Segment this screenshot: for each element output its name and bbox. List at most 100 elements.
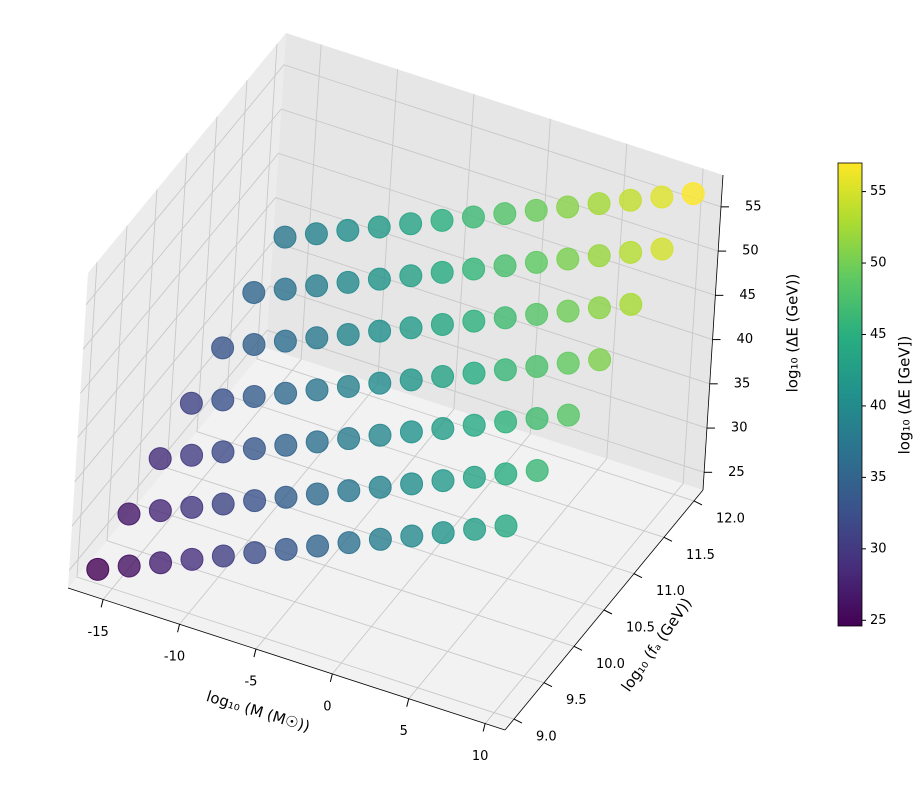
x-tick xyxy=(329,673,333,683)
point xyxy=(117,554,141,578)
point xyxy=(556,247,580,271)
point xyxy=(148,447,172,471)
point xyxy=(305,326,329,350)
grid-line xyxy=(76,262,515,720)
point xyxy=(587,296,611,320)
point xyxy=(242,385,266,409)
point xyxy=(525,354,549,378)
x-tick xyxy=(177,624,181,633)
grid-line xyxy=(106,225,545,684)
x-tick-label: -5 xyxy=(244,675,257,690)
point xyxy=(367,267,391,291)
grid-line xyxy=(77,197,713,438)
point xyxy=(337,479,361,503)
point xyxy=(368,371,392,395)
point xyxy=(399,420,423,444)
point xyxy=(400,524,424,548)
point xyxy=(117,502,141,526)
y-tick xyxy=(603,609,613,615)
point xyxy=(399,212,423,236)
point xyxy=(305,274,329,298)
colorbar-tick-label: 45 xyxy=(870,327,887,342)
point xyxy=(337,531,361,555)
point xyxy=(525,407,549,431)
point xyxy=(305,430,329,454)
point xyxy=(306,534,330,558)
x-axis-label: log₁₀ (M (M☉)) xyxy=(204,687,312,736)
point xyxy=(242,437,266,461)
point xyxy=(556,299,580,323)
point xyxy=(274,537,298,561)
point xyxy=(493,306,517,330)
point xyxy=(493,202,517,226)
colorbar-tick-label: 30 xyxy=(870,541,887,556)
grid-line xyxy=(136,189,575,647)
y-tick-label: 9.0 xyxy=(536,730,557,745)
point xyxy=(243,541,267,565)
point xyxy=(587,244,611,268)
x-tick xyxy=(253,648,257,658)
y-tick xyxy=(543,682,553,688)
y-axis-label: log₁₀ (fₐ (GeV)) xyxy=(618,594,696,695)
point xyxy=(368,475,392,499)
point xyxy=(368,423,392,447)
point xyxy=(399,316,423,340)
point xyxy=(367,215,391,239)
point xyxy=(243,489,267,513)
point xyxy=(180,443,204,467)
grid xyxy=(68,43,722,724)
point xyxy=(368,527,392,551)
colorbar-tick-label: 40 xyxy=(870,398,887,413)
point xyxy=(336,322,360,346)
y-tick xyxy=(633,573,643,579)
point xyxy=(273,277,297,301)
grid-line xyxy=(102,44,322,600)
grid-line xyxy=(256,43,695,502)
point xyxy=(525,302,549,326)
point xyxy=(524,198,548,222)
z-tick-label: 45 xyxy=(739,288,756,303)
y-tick-label: 12.0 xyxy=(716,511,745,526)
point xyxy=(524,250,548,274)
point xyxy=(462,465,486,489)
grid-line xyxy=(85,64,722,306)
point xyxy=(242,280,266,304)
point xyxy=(337,427,361,451)
z-tick-label: 25 xyxy=(728,465,745,480)
y-tick xyxy=(573,645,583,651)
point xyxy=(556,351,580,375)
z-tick-label: 35 xyxy=(734,376,751,391)
x-tick-label: 0 xyxy=(323,699,331,714)
point xyxy=(619,292,643,316)
x-tick-label: 10 xyxy=(472,749,489,764)
y-tick xyxy=(513,718,523,724)
point xyxy=(274,485,298,509)
z-axis xyxy=(702,174,724,491)
point xyxy=(399,368,423,392)
point xyxy=(430,208,454,232)
point xyxy=(274,433,298,457)
point xyxy=(149,551,173,575)
z-axis-label: log₁₀ (ΔE (GeV)) xyxy=(784,274,802,393)
x-tick xyxy=(406,698,410,707)
point xyxy=(587,192,611,216)
z-tick-label: 55 xyxy=(745,199,762,214)
point xyxy=(399,264,423,288)
point xyxy=(493,358,517,382)
point xyxy=(211,336,235,360)
y-tick-label: 10.0 xyxy=(596,657,625,672)
point xyxy=(525,459,549,483)
x-tick-label: 5 xyxy=(400,724,408,739)
point xyxy=(430,312,454,336)
point xyxy=(650,185,674,209)
x-tick xyxy=(482,723,486,732)
point xyxy=(650,237,674,261)
point xyxy=(179,391,203,415)
point xyxy=(273,329,297,353)
point xyxy=(462,257,486,281)
point xyxy=(681,182,705,206)
point xyxy=(211,440,235,464)
point xyxy=(461,205,485,229)
point xyxy=(494,410,518,434)
